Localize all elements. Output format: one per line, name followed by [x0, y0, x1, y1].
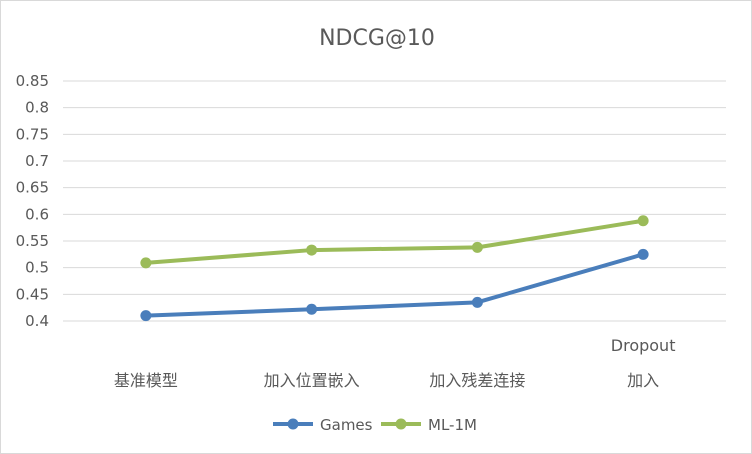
x-axis-category-labels: 基准模型 加入位置嵌入 加入残差连接 Dropout 加入	[114, 336, 676, 390]
y-axis-tick-labels: 0.4 0.45 0.5 0.55 0.6 0.65 0.7 0.75 0.8 0.85	[16, 72, 49, 330]
y-tick-label: 0.85	[16, 72, 49, 90]
series-line-ml-1m	[143, 218, 646, 265]
data-point-games	[637, 248, 649, 260]
legend-marker-ml-1m	[395, 418, 407, 430]
x-category-label: 基准模型	[114, 371, 178, 390]
x-category-label: 加入	[627, 371, 659, 390]
y-tick-label: 0.7	[25, 152, 49, 170]
legend: Games ML-1M	[273, 416, 477, 434]
y-tick-label: 0.5	[25, 259, 49, 277]
legend-marker-games	[287, 418, 299, 430]
y-tick-label: 0.6	[25, 205, 49, 223]
data-point-games	[306, 303, 318, 315]
y-tick-label: 0.8	[25, 99, 49, 117]
y-tick-label: 0.65	[16, 179, 49, 197]
chart-title: NDCG@10	[319, 26, 435, 51]
series-lines	[140, 215, 649, 322]
data-point-games	[140, 310, 152, 322]
series-line-games	[143, 252, 646, 318]
data-point-ml-1m	[637, 215, 649, 227]
x-category-label: 加入位置嵌入	[264, 371, 360, 390]
legend-label-ml-1m: ML-1M	[428, 416, 477, 434]
data-point-games	[471, 296, 483, 308]
data-point-ml-1m	[140, 257, 152, 269]
y-tick-label: 0.4	[25, 312, 49, 330]
y-tick-label: 0.45	[16, 285, 49, 303]
data-point-ml-1m	[306, 244, 318, 256]
y-tick-label: 0.55	[16, 232, 49, 250]
legend-label-games: Games	[320, 416, 373, 434]
y-tick-label: 0.75	[16, 125, 49, 143]
data-point-ml-1m	[471, 241, 483, 253]
x-category-label: 加入残差连接	[429, 371, 525, 390]
x-category-label: Dropout	[611, 336, 676, 355]
gridlines	[63, 80, 726, 322]
